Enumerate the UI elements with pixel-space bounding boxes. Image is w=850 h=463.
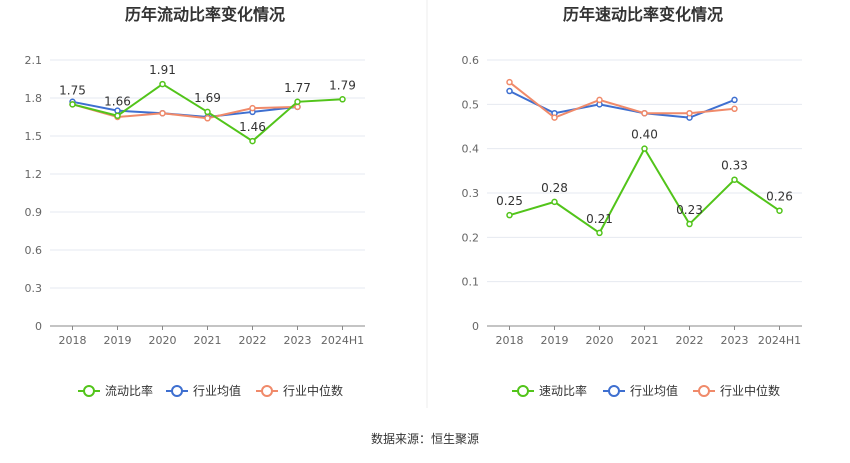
data-point xyxy=(294,103,301,111)
data-point xyxy=(686,109,693,117)
data-label: 0.21 xyxy=(586,212,613,226)
chart-title: 历年速动比率变化情况 xyxy=(563,5,723,24)
y-tick-label: 0.3 xyxy=(462,187,480,200)
data-point xyxy=(731,105,738,113)
legend-marker xyxy=(171,385,183,397)
legend-marker xyxy=(608,385,620,397)
data-label: 0.40 xyxy=(631,128,658,142)
series-line xyxy=(509,90,735,119)
data-point xyxy=(249,137,256,145)
y-tick-label: 0.2 xyxy=(462,231,480,244)
data-point xyxy=(114,112,121,119)
x-tick-label: 2024H1 xyxy=(321,334,364,347)
y-tick-label: 0 xyxy=(35,320,42,333)
data-point xyxy=(506,211,513,219)
x-tick-label: 2021 xyxy=(194,334,222,347)
legend-marker xyxy=(517,385,529,397)
data-point xyxy=(731,96,738,104)
legend-marker xyxy=(83,385,95,397)
y-tick-label: 0.9 xyxy=(25,206,43,219)
chart-2: 历年速动比率变化情况 0 0.1 0.2 0.3 0.4 0.5 0.6 2018 2019 202… xyxy=(462,5,802,398)
legend-label: 速动比率 xyxy=(539,383,587,398)
source-text: 数据来源：恒生聚源 xyxy=(371,431,479,446)
data-label: 0.23 xyxy=(676,203,703,217)
x-tick-label: 2020 xyxy=(149,334,177,347)
data-point xyxy=(159,109,166,117)
series-line xyxy=(72,103,298,120)
x-tick-label: 2018 xyxy=(59,334,87,347)
data-point xyxy=(731,176,738,183)
data-point xyxy=(551,114,558,121)
legend-label: 行业均值 xyxy=(193,383,241,398)
data-point xyxy=(641,145,648,152)
chart-title: 历年流动比率变化情况 xyxy=(125,5,285,24)
data-label: 1.79 xyxy=(329,78,356,92)
legend-label: 行业中位数 xyxy=(720,383,780,398)
x-tick-label: 2022 xyxy=(676,334,704,347)
data-label: 1.69 xyxy=(194,91,221,105)
y-tick-label: 0.5 xyxy=(462,98,480,111)
data-label: 1.66 xyxy=(104,95,131,109)
x-tick-label: 2020 xyxy=(586,334,614,347)
y-tick-label: 1.2 xyxy=(25,168,43,181)
data-point xyxy=(506,78,513,86)
legend-label: 行业均值 xyxy=(630,383,678,398)
legend-label: 行业中位数 xyxy=(283,383,343,398)
legend-marker xyxy=(261,385,273,397)
data-point xyxy=(339,96,346,103)
data-label: 0.25 xyxy=(496,194,523,208)
y-tick-label: 0.3 xyxy=(25,282,43,295)
data-point xyxy=(551,198,558,206)
data-point xyxy=(686,220,693,228)
y-tick-label: 1.5 xyxy=(25,130,43,143)
data-point xyxy=(159,80,166,88)
data-label: 1.46 xyxy=(239,120,266,134)
data-point xyxy=(249,104,256,112)
data-label: 0.28 xyxy=(541,181,568,195)
x-tick-label: 2021 xyxy=(631,334,659,347)
x-tick-label: 2019 xyxy=(541,334,569,347)
y-tick-label: 0.1 xyxy=(462,276,480,289)
x-tick-label: 2024H1 xyxy=(758,334,801,347)
y-tick-label: 0.6 xyxy=(462,54,480,67)
x-tick-label: 2019 xyxy=(104,334,132,347)
legend-marker xyxy=(698,385,710,397)
x-tick-label: 2018 xyxy=(496,334,524,347)
y-tick-label: 1.8 xyxy=(25,92,43,105)
data-label: 0.33 xyxy=(721,159,748,173)
x-tick-label: 2023 xyxy=(284,334,312,347)
x-tick-label: 2023 xyxy=(721,334,749,347)
y-tick-label: 0.4 xyxy=(462,143,480,156)
x-tick-label: 2022 xyxy=(239,334,267,347)
data-point xyxy=(69,101,76,108)
data-label: 1.75 xyxy=(59,83,86,97)
legend-label: 流动比率 xyxy=(105,383,153,398)
data-point xyxy=(204,115,211,122)
data-label: 1.77 xyxy=(284,81,311,95)
data-point xyxy=(596,229,603,237)
data-point xyxy=(596,96,603,104)
y-tick-label: 0 xyxy=(472,320,479,333)
series-line xyxy=(508,81,735,119)
y-tick-label: 0.6 xyxy=(25,244,43,257)
data-point xyxy=(114,107,121,114)
data-point xyxy=(506,87,513,95)
data-point xyxy=(776,207,783,214)
data-label: 0.26 xyxy=(766,190,793,204)
data-point xyxy=(204,108,211,116)
data-point xyxy=(641,109,648,117)
data-label: 1.91 xyxy=(149,63,176,77)
chart-1: 历年流动比率变化情况 0 0.3 0.6 0.9 1.2 1.5 1.8 2.1 2018 2019… xyxy=(25,5,365,398)
data-point xyxy=(294,98,301,106)
y-tick-label: 2.1 xyxy=(25,54,43,67)
